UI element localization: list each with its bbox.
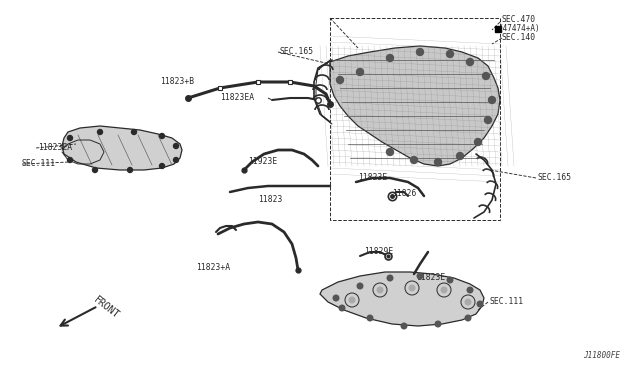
Text: SEC.140: SEC.140 xyxy=(502,33,536,42)
Circle shape xyxy=(337,77,344,83)
Circle shape xyxy=(477,301,483,307)
Polygon shape xyxy=(62,126,182,170)
Circle shape xyxy=(401,323,407,329)
Text: 11829E: 11829E xyxy=(364,247,393,257)
Text: SEC.470: SEC.470 xyxy=(502,16,536,25)
Circle shape xyxy=(435,158,442,166)
Circle shape xyxy=(376,286,383,294)
Polygon shape xyxy=(330,46,500,166)
Text: FRONT: FRONT xyxy=(92,295,122,321)
Circle shape xyxy=(417,273,423,279)
Circle shape xyxy=(467,58,474,65)
Circle shape xyxy=(93,167,97,173)
Circle shape xyxy=(387,55,394,61)
Circle shape xyxy=(67,157,72,163)
Circle shape xyxy=(131,129,136,135)
Circle shape xyxy=(474,138,481,145)
Polygon shape xyxy=(320,272,484,326)
Circle shape xyxy=(97,129,102,135)
Text: 11823E: 11823E xyxy=(416,273,445,282)
Circle shape xyxy=(467,287,473,293)
Circle shape xyxy=(447,277,453,283)
Circle shape xyxy=(465,315,471,321)
Circle shape xyxy=(356,68,364,76)
Text: 11823E: 11823E xyxy=(358,173,387,183)
Circle shape xyxy=(408,285,415,292)
Text: (47474+A): (47474+A) xyxy=(498,25,540,33)
Text: 11823: 11823 xyxy=(258,196,282,205)
Circle shape xyxy=(484,116,492,124)
Text: 11826: 11826 xyxy=(392,189,417,198)
Text: J11800FE: J11800FE xyxy=(583,351,620,360)
Circle shape xyxy=(357,283,363,289)
Circle shape xyxy=(127,167,132,173)
Circle shape xyxy=(447,51,454,58)
Text: 11823+B: 11823+B xyxy=(160,77,194,87)
Circle shape xyxy=(410,157,417,164)
Circle shape xyxy=(367,315,372,321)
Circle shape xyxy=(456,153,463,160)
Circle shape xyxy=(333,295,339,301)
Circle shape xyxy=(173,144,179,148)
Circle shape xyxy=(465,298,472,305)
Circle shape xyxy=(349,296,355,304)
Bar xyxy=(330,18,500,220)
Text: 11923E: 11923E xyxy=(248,157,277,167)
Circle shape xyxy=(173,157,179,163)
Circle shape xyxy=(67,135,72,141)
Circle shape xyxy=(488,96,495,103)
Text: 11823EA: 11823EA xyxy=(220,93,254,103)
Circle shape xyxy=(387,275,393,281)
Text: 11823EA: 11823EA xyxy=(38,144,72,153)
Circle shape xyxy=(435,321,441,327)
Circle shape xyxy=(339,305,345,311)
Circle shape xyxy=(387,148,394,155)
Circle shape xyxy=(417,48,424,55)
Text: SEC.165: SEC.165 xyxy=(280,48,314,57)
Text: SEC.111: SEC.111 xyxy=(22,160,56,169)
Circle shape xyxy=(440,286,447,294)
Text: 11823+A: 11823+A xyxy=(196,263,230,273)
Circle shape xyxy=(483,73,490,80)
Circle shape xyxy=(159,164,164,169)
Circle shape xyxy=(159,134,164,138)
Text: SEC.165: SEC.165 xyxy=(538,173,572,183)
Text: SEC.111: SEC.111 xyxy=(490,298,524,307)
